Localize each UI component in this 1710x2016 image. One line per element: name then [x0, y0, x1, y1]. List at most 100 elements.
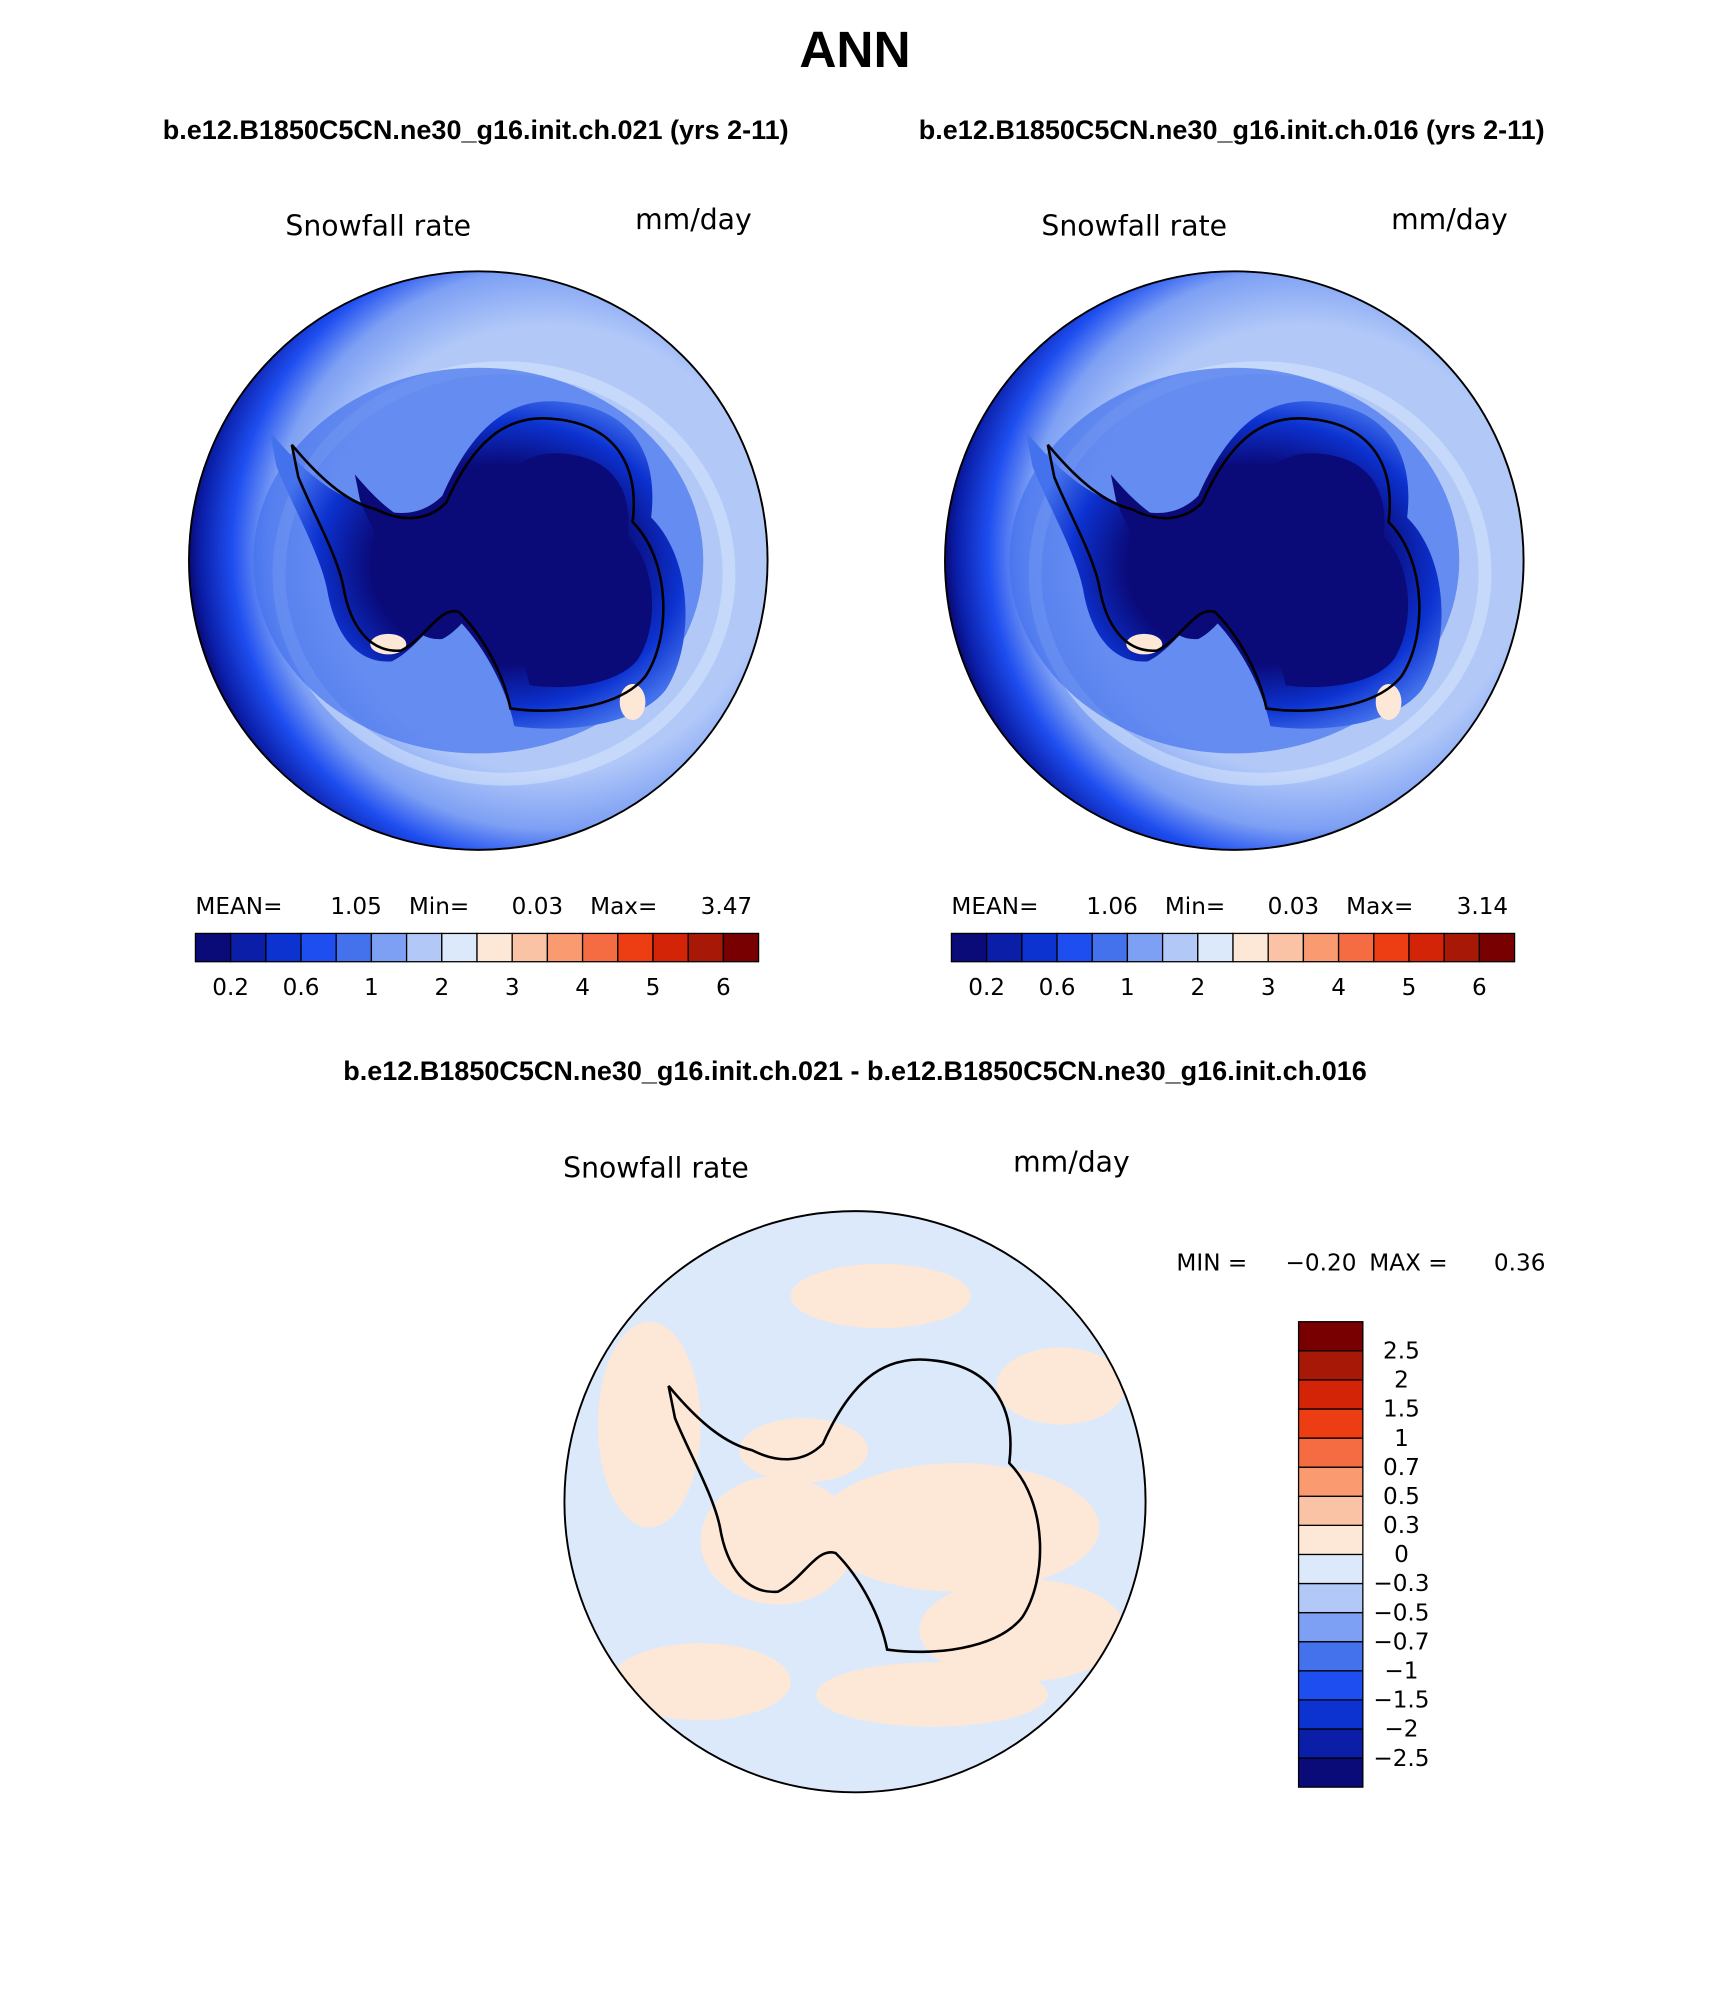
- polar-map: [188, 270, 769, 851]
- colorbar-label: 1: [1394, 1426, 1409, 1452]
- colorbar-box: [335, 932, 373, 963]
- figure-title: ANN: [799, 20, 910, 78]
- colorbar-label: −1.5: [1373, 1688, 1429, 1714]
- colorbar-box: [1197, 932, 1234, 963]
- colorbar-box: [1297, 1611, 1364, 1643]
- colorbar-label: −2: [1384, 1717, 1418, 1743]
- colorbar-box: [1021, 932, 1058, 963]
- colorbar-box: [476, 932, 513, 963]
- colorbar-label: 3: [1261, 975, 1276, 1001]
- stat-max-label: Max=: [590, 894, 657, 920]
- colorbar-box: [300, 932, 337, 963]
- polar-map: [944, 270, 1525, 851]
- stat-mean-label: MEAN=: [951, 894, 1038, 920]
- colorbar-box: [1297, 1379, 1364, 1410]
- colorbar-box: [1232, 932, 1269, 963]
- colorbar-box: [1297, 1350, 1364, 1381]
- colorbar-box: [1297, 1699, 1364, 1730]
- colorbar-label: 4: [575, 975, 590, 1001]
- colorbar-box: [1478, 932, 1516, 963]
- colorbar-box: [652, 932, 689, 963]
- units: mm/day: [1013, 1145, 1130, 1178]
- colorbar-box: [1297, 1495, 1364, 1526]
- units: mm/day: [635, 203, 752, 236]
- colorbar-label: 2.5: [1383, 1339, 1420, 1365]
- colorbar-label: −2.5: [1373, 1746, 1429, 1772]
- diff-patch: [996, 1347, 1125, 1425]
- colorbar-label: 0.2: [968, 975, 1005, 1001]
- colorbar-label: 2: [1394, 1368, 1409, 1394]
- colorbar-box: [1297, 1757, 1364, 1788]
- colorbar-label: 0.7: [1383, 1455, 1420, 1481]
- colorbar-label: 1.5: [1383, 1397, 1420, 1423]
- colorbar-box: [1126, 932, 1164, 963]
- map-border: [944, 270, 1525, 851]
- case-name: b.e12.B1850C5CN.ne30_g16.init.ch.016 (yr…: [919, 115, 1545, 145]
- stat-min-label: MIN =: [1176, 1250, 1247, 1276]
- colorbar-box: [1297, 1728, 1364, 1759]
- map-border: [563, 1210, 1147, 1794]
- stat-max: 0.36: [1494, 1250, 1546, 1276]
- diff-patch: [610, 1643, 791, 1721]
- colorbar-box: [985, 932, 1023, 963]
- colorbar-box: [1443, 932, 1481, 963]
- colorbar-label: 0.6: [1039, 975, 1076, 1001]
- diff-patch: [597, 1321, 701, 1528]
- warm-patch: [370, 633, 407, 655]
- colorbar-box: [1267, 932, 1305, 963]
- colorbar-box: [1161, 932, 1199, 963]
- diff-patch: [919, 1578, 1125, 1682]
- stat-max-label: Max=: [1346, 894, 1413, 920]
- colorbar-label: 6: [1472, 975, 1487, 1001]
- stat-min: 0.03: [512, 894, 564, 920]
- colorbar-box: [722, 932, 760, 963]
- map-border: [188, 270, 769, 851]
- colorbar-label: 0.5: [1383, 1484, 1420, 1510]
- colorbar-box: [265, 932, 302, 963]
- variable-name: Snowfall rate: [563, 1152, 749, 1185]
- diff-patch: [700, 1476, 855, 1605]
- colorbar-box: [1297, 1321, 1364, 1352]
- colorbar-label: 5: [1402, 975, 1417, 1001]
- diff-title: b.e12.B1850C5CN.ne30_g16.init.ch.021 - b…: [343, 1056, 1367, 1086]
- colorbar-box: [546, 932, 584, 963]
- colorbar-box: [950, 932, 988, 963]
- units: mm/day: [1391, 203, 1508, 236]
- warm-patch: [1126, 633, 1163, 655]
- stat-mean-label: MEAN=: [195, 894, 282, 920]
- colorbar-label: 2: [1190, 975, 1205, 1001]
- colorbar-label: 2: [434, 975, 449, 1001]
- stat-min-label: Min=: [1165, 894, 1225, 920]
- colorbar-box: [687, 932, 725, 963]
- diff-patch: [816, 1662, 1048, 1727]
- colorbar-label: 5: [646, 975, 661, 1001]
- colorbar-box: [1302, 932, 1340, 963]
- colorbar-label: 3: [505, 975, 520, 1001]
- stat-max: 3.14: [1457, 894, 1509, 920]
- colorbar-box: [617, 932, 654, 963]
- case-name: b.e12.B1850C5CN.ne30_g16.init.ch.021 (yr…: [163, 115, 789, 145]
- colorbar-label: −0.7: [1373, 1629, 1429, 1655]
- colorbar-label: −0.3: [1373, 1571, 1429, 1597]
- stat-min-label: Min=: [409, 894, 469, 920]
- colorbar-box: [405, 932, 443, 963]
- stat-mean: 1.05: [330, 894, 382, 920]
- colorbar-label: 4: [1331, 975, 1346, 1001]
- diff-patch: [816, 1463, 1100, 1592]
- colorbar-box: [1091, 932, 1129, 963]
- map-field: [189, 271, 768, 850]
- map-field: [945, 271, 1524, 850]
- stat-min: −0.20: [1286, 1250, 1357, 1276]
- stat-mean: 1.06: [1086, 894, 1138, 920]
- stat-min: 0.03: [1268, 894, 1320, 920]
- colorbar-box: [1056, 932, 1093, 963]
- colorbar-box: [1337, 932, 1375, 963]
- colorbar-label: 0: [1394, 1542, 1409, 1568]
- colorbar-box: [229, 932, 267, 963]
- variable-name: Snowfall rate: [285, 209, 471, 242]
- map-field: [564, 1211, 1146, 1793]
- colorbar-box: [1408, 932, 1445, 963]
- colorbar-box: [1297, 1524, 1364, 1556]
- colorbar-box: [1297, 1408, 1364, 1439]
